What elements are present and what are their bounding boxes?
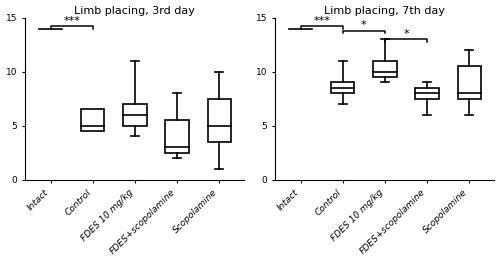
Bar (416, 88, 438, 99)
Text: ***: *** (314, 16, 330, 26)
Bar (374, 61, 396, 77)
Bar (331, 83, 354, 93)
Bar (208, 99, 231, 142)
Bar (124, 104, 146, 125)
Bar (166, 120, 188, 152)
Title: Limb placing, 3rd day: Limb placing, 3rd day (74, 6, 196, 15)
Text: ***: *** (64, 16, 80, 26)
Bar (458, 66, 481, 99)
Text: *: * (403, 29, 409, 39)
Text: *: * (361, 20, 366, 30)
Bar (81, 110, 104, 131)
Title: Limb placing, 7th day: Limb placing, 7th day (324, 6, 446, 15)
